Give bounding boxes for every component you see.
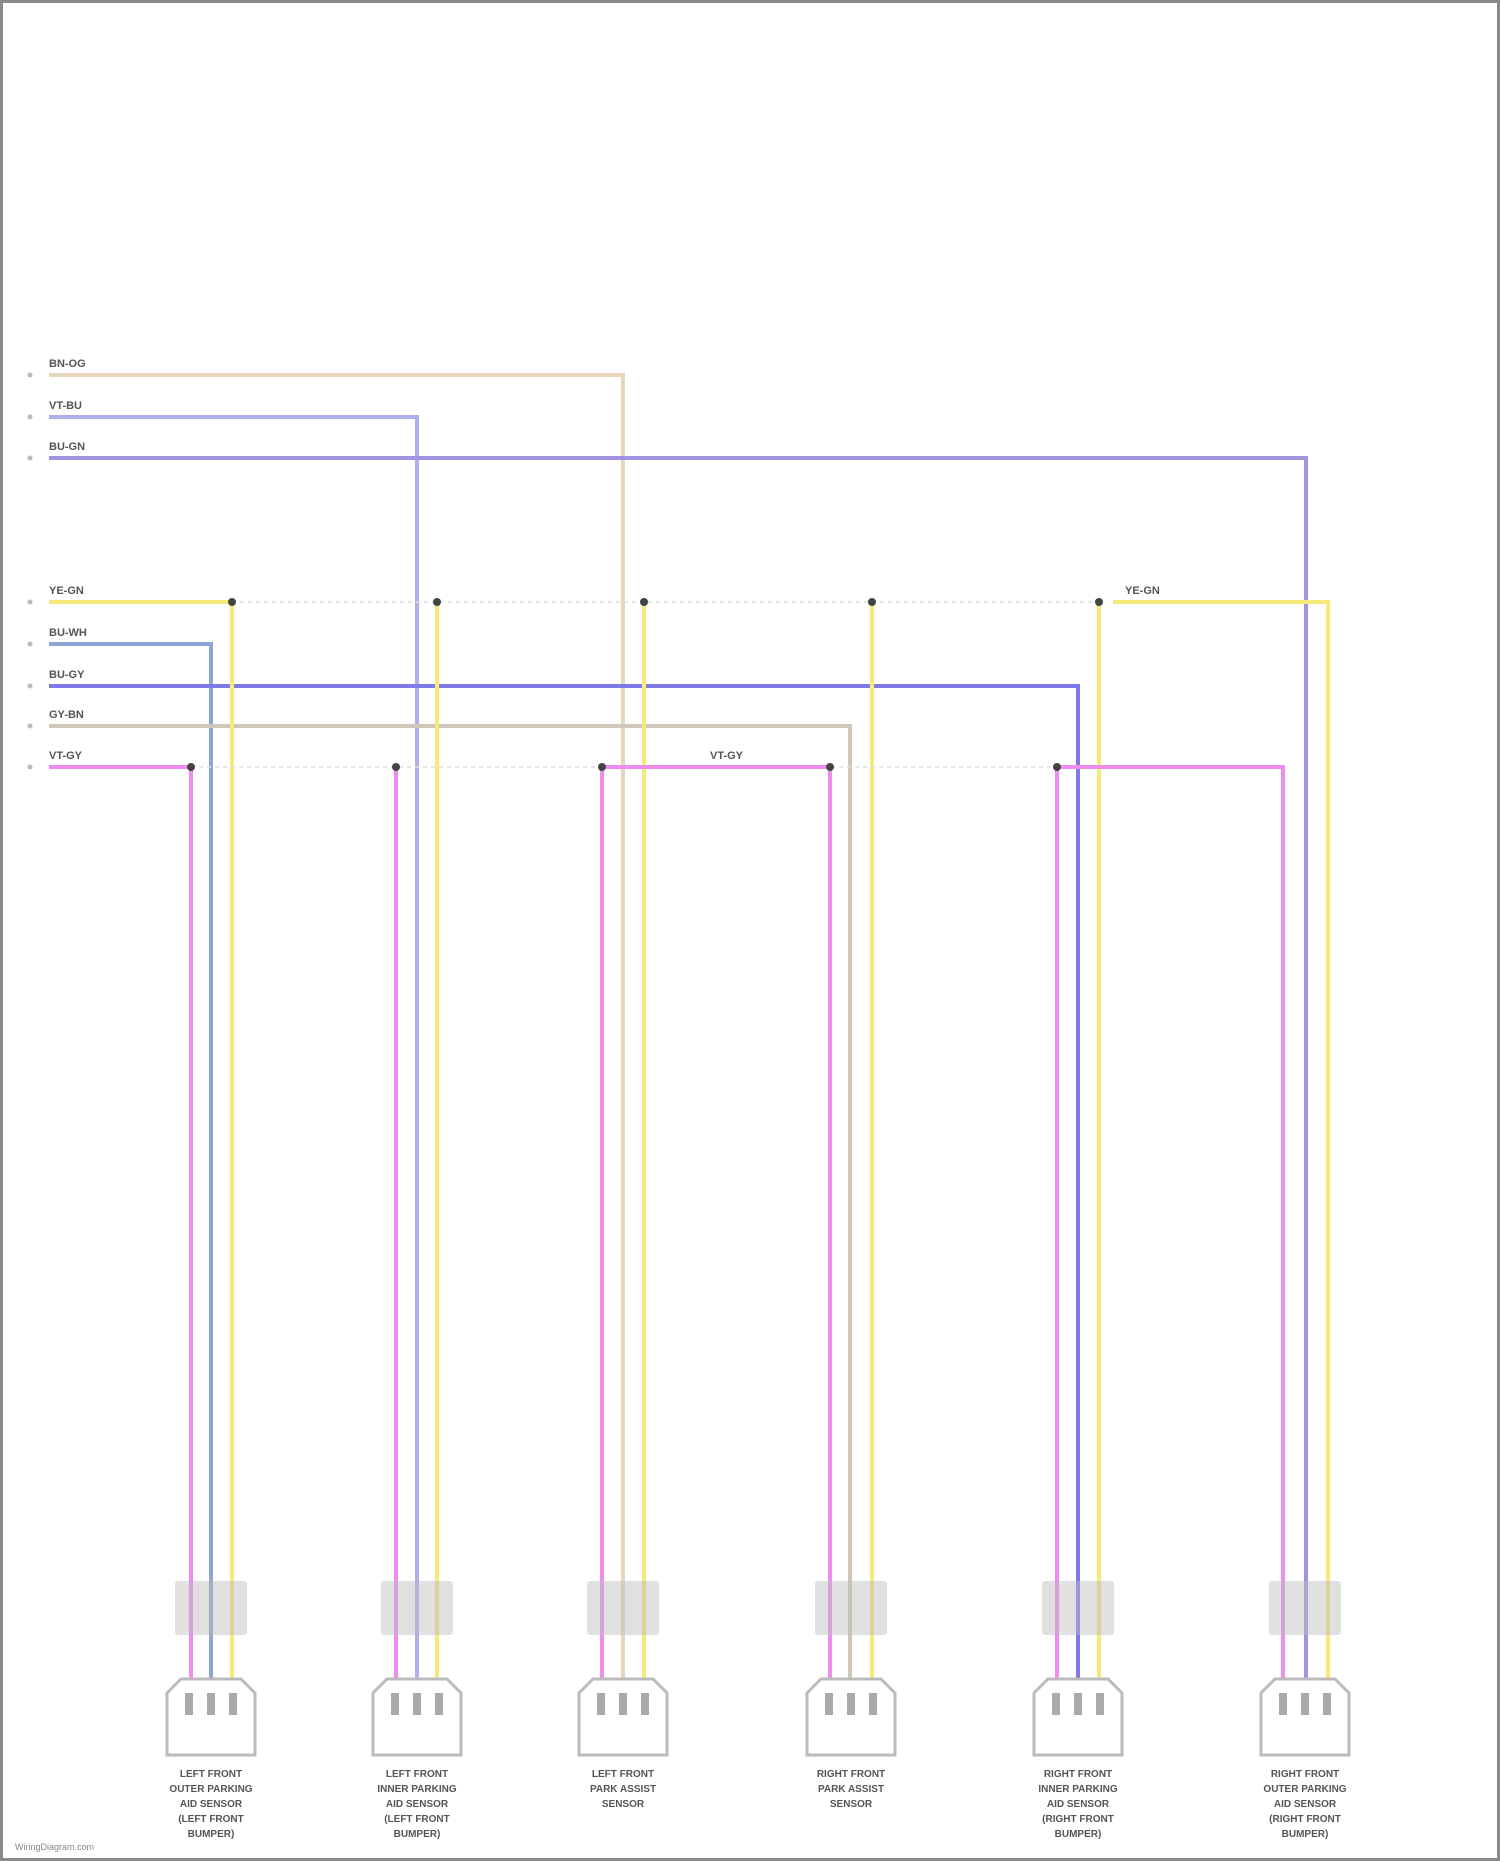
sensor-label: PARK ASSIST: [590, 1784, 656, 1795]
splice-dot: [1053, 763, 1061, 771]
wire-bu-wh: [49, 642, 213, 1693]
splice-dot: [392, 763, 400, 771]
connector-pin: [1301, 1693, 1309, 1715]
sensor-label: RIGHT FRONT: [1271, 1769, 1339, 1780]
sensor-connector: [165, 1677, 257, 1757]
sensor-label: SENSOR: [830, 1799, 873, 1810]
sensor-label: LEFT FRONT: [386, 1769, 448, 1780]
sensor-label: OUTER PARKING: [1263, 1784, 1346, 1795]
wire-label: YE-GN: [1125, 585, 1160, 597]
splice-dot: [1095, 598, 1103, 606]
wire-gy-bn: [49, 724, 852, 1693]
splice-dot: [868, 598, 876, 606]
connector-pin: [229, 1693, 237, 1715]
sensor-label: BUMPER): [1055, 1829, 1102, 1840]
sensor-label: BUMPER): [188, 1829, 235, 1840]
sensor-connector: [1259, 1677, 1351, 1757]
sensor-label: LEFT FRONT: [592, 1769, 654, 1780]
pin-marker: [27, 372, 33, 378]
pin-marker: [27, 764, 33, 770]
sensor-label: (LEFT FRONT: [178, 1814, 244, 1825]
wire-label: YE-GN: [49, 585, 84, 597]
pin-marker: [27, 455, 33, 461]
connector-pin: [1323, 1693, 1331, 1715]
connector-terminal-block: [1269, 1581, 1341, 1635]
pin-marker: [27, 414, 33, 420]
splice-dot: [187, 763, 195, 771]
sensor-connector: [371, 1677, 463, 1757]
pin-marker: [27, 683, 33, 689]
connector-pin: [413, 1693, 421, 1715]
wire-label: BU-WH: [49, 627, 87, 639]
sensor-label: SENSOR: [602, 1799, 645, 1810]
connector-pin: [619, 1693, 627, 1715]
wire-yellow-branch: [1113, 600, 1330, 1693]
connector-pin: [1074, 1693, 1082, 1715]
connector-terminal-block: [815, 1581, 887, 1635]
wire-label: VT-BU: [49, 400, 82, 412]
wire-label: BN-OG: [49, 358, 86, 370]
wire-label: GY-BN: [49, 709, 84, 721]
sensor-label: RIGHT FRONT: [817, 1769, 885, 1780]
connector-terminal-block: [587, 1581, 659, 1635]
connector-pin: [825, 1693, 833, 1715]
sensor-label: OUTER PARKING: [169, 1784, 252, 1795]
sensor-label: RIGHT FRONT: [1044, 1769, 1112, 1780]
wire-label: BU-GY: [49, 669, 85, 681]
connector-pin: [641, 1693, 649, 1715]
splice-dot: [228, 598, 236, 606]
sensor-connector: [577, 1677, 669, 1757]
connector-pin: [391, 1693, 399, 1715]
wire-label: BU-GN: [49, 441, 85, 453]
sensor-label: INNER PARKING: [1038, 1784, 1117, 1795]
pin-marker: [27, 723, 33, 729]
sensor-label: AID SENSOR: [1274, 1799, 1337, 1810]
connector-pin: [597, 1693, 605, 1715]
sensor-label: BUMPER): [394, 1829, 441, 1840]
sensor-label: AID SENSOR: [1047, 1799, 1110, 1810]
sensor-label: (RIGHT FRONT: [1269, 1814, 1341, 1825]
connector-pin: [1052, 1693, 1060, 1715]
sensor-label: PARK ASSIST: [818, 1784, 884, 1795]
sensor-connector: [1032, 1677, 1124, 1757]
sensor-label: (LEFT FRONT: [384, 1814, 450, 1825]
connector-pin: [185, 1693, 193, 1715]
wire-pink-branch: [1057, 765, 1285, 1693]
connector-pin: [207, 1693, 215, 1715]
footer-text: WiringDiagram.com: [15, 1842, 95, 1852]
pin-marker: [27, 599, 33, 605]
splice-dot: [433, 598, 441, 606]
connector-pin: [1096, 1693, 1104, 1715]
sensor-label: (RIGHT FRONT: [1042, 1814, 1114, 1825]
connector-pin: [1279, 1693, 1287, 1715]
splice-dot: [826, 763, 834, 771]
connector-pin: [435, 1693, 443, 1715]
splice-dot: [598, 763, 606, 771]
sensor-label: INNER PARKING: [377, 1784, 456, 1795]
wire-label: VT-GY: [49, 750, 83, 762]
connector-pin: [847, 1693, 855, 1715]
diagram-canvas: BN-OG VT-BU BU-GN YE-GN BU-WH BU-GY GY-BN VT-GY…: [27, 358, 1351, 1840]
connector-pin: [869, 1693, 877, 1715]
connector-terminal-block: [381, 1581, 453, 1635]
wire-label: VT-GY: [710, 750, 744, 762]
sensor-label: LEFT FRONT: [180, 1769, 242, 1780]
sensor-connector: [805, 1677, 897, 1757]
wire-bu-gn: [49, 456, 1308, 1693]
connector-terminal-block: [1042, 1581, 1114, 1635]
connector-terminal-block: [175, 1581, 247, 1635]
sensor-label: BUMPER): [1282, 1829, 1329, 1840]
wire-vt-bu: [49, 415, 419, 1693]
sensor-label: AID SENSOR: [386, 1799, 449, 1810]
wire-bn-og: [49, 373, 625, 1693]
sensor-label: AID SENSOR: [180, 1799, 243, 1810]
pin-marker: [27, 641, 33, 647]
splice-dot: [640, 598, 648, 606]
wire-bu-gy: [49, 684, 1080, 1693]
